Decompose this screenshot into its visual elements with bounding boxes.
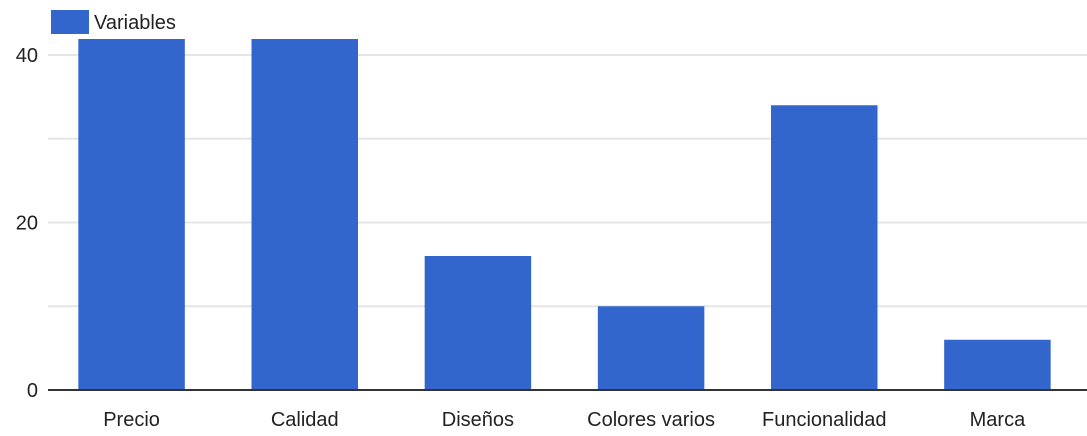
x-tick-label: Precio	[103, 409, 160, 431]
x-tick-label: Calidad	[271, 409, 339, 431]
x-tick-label: Funcionalidad	[762, 409, 887, 431]
legend-swatch-variables	[51, 10, 89, 34]
bars	[78, 39, 1051, 390]
y-tick-label: 20	[16, 213, 38, 235]
bar-dise-os	[424, 256, 532, 390]
axes: 0 20 40 Precio Calidad Diseños Colores varios F…	[16, 45, 1087, 431]
y-tick-label: 40	[16, 45, 38, 67]
x-tick-label: Marca	[970, 409, 1026, 431]
bar-precio	[78, 39, 185, 390]
bar-funcionalidad	[771, 105, 878, 390]
bar-marca	[944, 339, 1051, 390]
y-tick-label: 0	[27, 380, 38, 402]
bar-calidad	[251, 39, 358, 390]
bar-colores-varios	[597, 306, 705, 390]
x-tick-label: Colores varios	[587, 409, 715, 431]
gridlines	[48, 54, 1087, 308]
legend: Variables	[51, 10, 176, 34]
x-tick-label: Diseños	[442, 409, 514, 431]
legend-label-variables: Variables	[94, 12, 176, 34]
